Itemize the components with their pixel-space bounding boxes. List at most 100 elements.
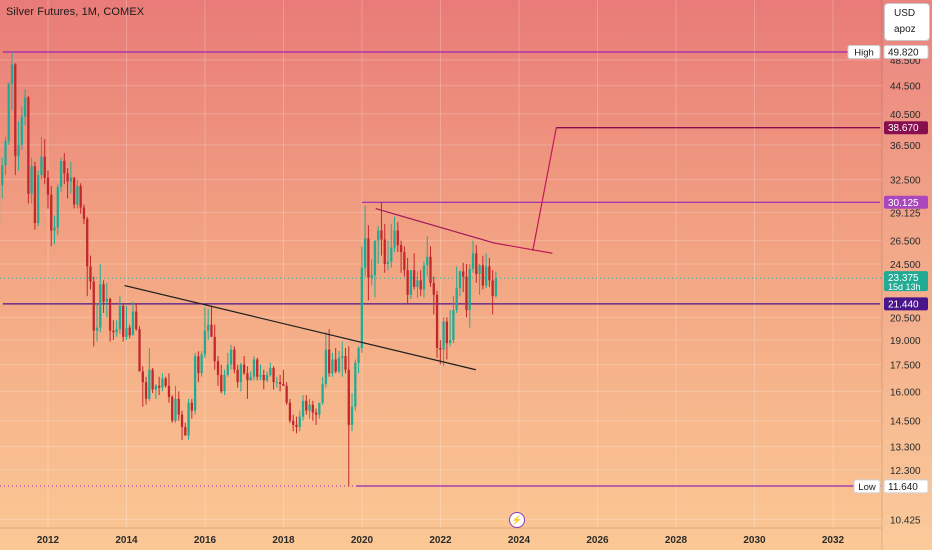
candle-body [236,369,239,383]
candle-body [14,64,17,156]
x-tick-label: 2030 [743,535,766,546]
trendline[interactable] [493,242,553,254]
candle-body [328,349,331,374]
price-name-tag [853,479,881,494]
candle-body [249,376,252,381]
x-tick-label: 2014 [115,535,138,546]
price-tag-value: 23.375 [888,273,919,284]
candle-body [406,270,409,295]
candle-body [494,278,498,297]
candle-body [282,383,285,386]
candle-body [468,268,471,311]
candle-body [207,324,210,331]
candle-body [53,227,56,231]
x-tick-label: 2018 [272,535,295,546]
candle-body [301,400,305,417]
candle-body [23,97,27,117]
candle-body [298,416,301,427]
candle-body [7,83,10,141]
candle-body [252,359,256,377]
trendline[interactable] [532,127,557,252]
candle-body [122,305,125,337]
price-tag[interactable] [883,45,929,59]
candle-body [295,424,298,427]
candle-body [380,230,383,240]
lightning-icon[interactable]: ⚡ [509,512,525,528]
x-tick-label: 2032 [822,535,845,546]
candle-body [72,177,76,205]
candle-body [452,310,455,340]
y-tick-label: 29.125 [890,208,921,219]
candle-body [131,311,135,336]
trendline[interactable] [375,207,494,244]
candle-body [112,330,115,333]
candle-body [180,414,184,427]
candle-body [419,280,422,290]
price-tag[interactable] [884,195,928,209]
trendline[interactable] [124,284,476,371]
y-tick-label: 48.500 [890,56,921,67]
candle-body [481,265,484,286]
candle-body [233,349,236,370]
candle-body [373,240,377,276]
candle-body [409,270,413,295]
candle-body [66,173,69,182]
candle-body [471,253,475,269]
candle-body [435,294,439,348]
candle-body [184,426,187,436]
y-tick-label: 40.500 [890,110,921,121]
candle-body [115,329,118,333]
candle-body [367,238,370,278]
candle-body [105,298,108,302]
candle-body [272,367,275,383]
price-tag[interactable] [884,297,928,311]
price-tag-value: 30.125 [888,198,919,209]
candle-body [413,270,416,287]
candle-body [226,364,229,375]
candle-body [82,207,86,219]
currency-label: USD [894,8,916,19]
price-tag-countdown: 15d 13h [888,282,921,292]
candle-body [292,420,295,425]
price-tag[interactable] [884,121,928,135]
y-tick-label: 16.000 [890,387,921,398]
candle-body [197,356,200,374]
x-tick-label: 2012 [37,535,60,546]
price-tag[interactable] [884,271,928,292]
y-tick-label: 10.425 [890,515,921,526]
candle-body [354,362,357,407]
candle-body [432,282,435,295]
candle-body [265,374,269,381]
candle-body [79,186,82,208]
y-tick-label: 13.300 [890,443,921,454]
candle-body [154,385,158,390]
currency-unit-selector[interactable]: USD apoz [884,3,930,41]
candle-body [403,252,406,271]
candle-body [190,402,193,411]
candle-body [455,288,458,311]
candle-body [390,247,393,262]
price-tag-value: 21.440 [888,299,919,310]
candle-body [318,402,321,415]
y-tick-label: 26.500 [890,237,921,248]
candle-body [386,261,390,265]
y-tick-label: 32.500 [890,176,921,187]
candle-body [151,369,154,390]
candle-body [89,266,92,282]
candle-body [445,321,449,344]
candle-body [458,271,462,289]
x-tick-label: 2024 [508,535,531,546]
candle-body [164,378,167,386]
candle-body [99,284,102,328]
candle-body [161,378,164,388]
candle-body [4,140,7,166]
candle-body [259,374,262,377]
candle-body [243,364,246,374]
candle-body [148,369,151,399]
candle-body [27,97,30,194]
candle-body [20,116,23,145]
candle-body [213,336,216,362]
price-tag[interactable] [883,479,929,494]
